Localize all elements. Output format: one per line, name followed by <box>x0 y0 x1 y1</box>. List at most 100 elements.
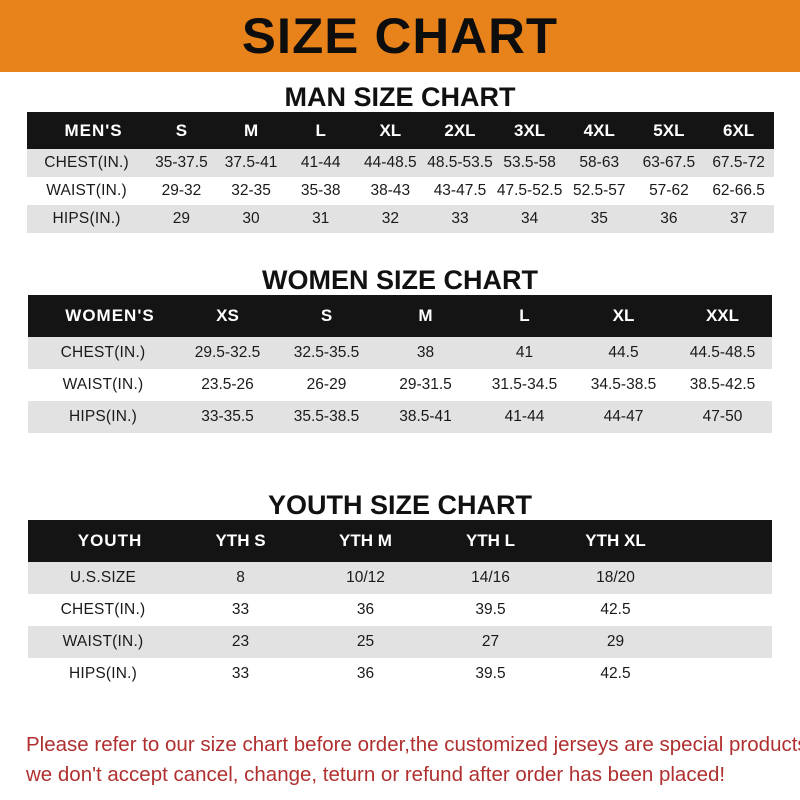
youth-measurement-value: 42.5 <box>600 665 631 682</box>
men-measurement-value: 33 <box>451 210 469 227</box>
men-size-column-header: XL <box>379 120 402 140</box>
youth-row-filler <box>678 562 772 594</box>
men-measurement-value: 53.5-58 <box>503 154 556 171</box>
women-table-header-row: WOMEN'S XS S M L XL XXL <box>28 295 772 337</box>
men-measurement-value: 67.5-72 <box>712 154 765 171</box>
youth-measurement-value: 36 <box>356 601 375 618</box>
women-measurement-label: WAIST(IN.) <box>62 376 144 393</box>
men-measurement-value: 35 <box>590 210 608 227</box>
women-size-column-header: XXL <box>705 306 740 325</box>
youth-measurement-value: 29 <box>606 633 625 650</box>
youth-section-title: YOUTH SIZE CHART <box>267 490 532 520</box>
women-measurement-value: 29.5-32.5 <box>194 344 261 361</box>
women-size-section: WOMEN SIZE CHART WOMEN'S XS S M L XL XXL CHEST(… <box>0 265 800 433</box>
youth-measurement-value: 8 <box>236 569 245 586</box>
men-size-column-header: 5XL <box>653 120 685 140</box>
women-size-table: WOMEN'S XS S M L XL XXL CHEST(IN.) 29.5-32.5 32.5… <box>28 295 772 433</box>
youth-header-filler <box>678 520 772 562</box>
men-measurement-value: 38-43 <box>370 182 411 199</box>
women-section-title: WOMEN SIZE CHART <box>262 265 538 295</box>
women-measurement-value: 33-35.5 <box>201 408 254 425</box>
order-policy-note-line-2: we don't accept cancel, change, teturn o… <box>26 763 726 786</box>
men-measurement-value: 34 <box>520 210 539 227</box>
table-row: WAIST(IN.) 23 25 27 29 <box>28 626 772 658</box>
women-measurement-label: HIPS(IN.) <box>68 408 138 425</box>
women-measurement-value: 44-47 <box>603 408 644 425</box>
youth-measurement-label: HIPS(IN.) <box>68 665 138 682</box>
men-size-column-header: 2XL <box>444 120 476 140</box>
table-row: WAIST(IN.) 23.5-26 26-29 29-31.5 31.5-34.5 34… <box>28 369 772 401</box>
men-measurement-value: 29-32 <box>161 182 202 199</box>
youth-size-column-header: YTH XL <box>585 531 646 550</box>
youth-measurement-value: 25 <box>356 633 375 650</box>
order-policy-note: Please refer to our size chart before or… <box>26 730 800 790</box>
men-measurement-value: 37 <box>729 210 748 227</box>
women-size-column-header: XS <box>216 306 239 325</box>
men-measurement-value: 57-62 <box>649 182 689 199</box>
youth-measurement-value: 27 <box>481 633 500 650</box>
men-table-corner-label: MEN'S <box>64 120 123 140</box>
youth-size-column-header: YTH L <box>465 531 516 550</box>
men-size-column-header: 6XL <box>723 120 755 140</box>
men-measurement-label: WAIST(IN.) <box>46 182 127 199</box>
women-measurement-value: 47-50 <box>702 408 743 425</box>
men-measurement-value: 43-47.5 <box>433 182 487 199</box>
women-measurement-value: 44.5-48.5 <box>689 344 756 361</box>
men-measurement-value: 41-44 <box>300 154 341 171</box>
women-table-corner-label: WOMEN'S <box>65 306 155 325</box>
men-measurement-value: 35-37.5 <box>155 154 208 171</box>
men-size-column-header: 4XL <box>583 120 615 140</box>
men-measurement-value: 62-66.5 <box>712 182 765 199</box>
page-title: SIZE CHART <box>241 8 559 64</box>
women-measurement-value: 38.5-42.5 <box>689 376 756 393</box>
men-measurement-value: 35-38 <box>300 182 341 199</box>
youth-row-filler <box>678 626 772 658</box>
table-row: CHEST(IN.) 33 36 39.5 42.5 <box>28 594 772 626</box>
men-measurement-value: 44-48.5 <box>364 154 417 171</box>
youth-measurement-value: 23 <box>231 633 250 650</box>
women-measurement-value: 38 <box>416 344 435 361</box>
table-row: HIPS(IN.) 33 36 39.5 42.5 <box>28 658 772 690</box>
women-measurement-value: 35.5-38.5 <box>293 408 360 425</box>
women-measurement-label: CHEST(IN.) <box>60 344 146 361</box>
youth-measurement-value: 36 <box>356 665 375 682</box>
youth-size-column-header: YTH M <box>339 531 392 550</box>
youth-measurement-value: 33 <box>231 601 250 618</box>
men-measurement-label: CHEST(IN.) <box>44 154 129 171</box>
women-size-column-header: S <box>320 306 333 325</box>
table-row: HIPS(IN.) 29 30 31 32 33 34 35 36 37 <box>26 205 774 233</box>
women-measurement-value: 31.5-34.5 <box>491 376 558 393</box>
men-table-header-row: MEN'S S M L XL 2XL 3XL 4XL 5XL 6XL <box>26 112 774 149</box>
men-measurement-value: 32-35 <box>231 182 271 199</box>
women-measurement-value: 41 <box>515 344 534 361</box>
women-size-column-header: XL <box>612 306 635 325</box>
youth-table-corner-label: YOUTH <box>77 531 143 550</box>
youth-measurement-label: U.S.SIZE <box>69 569 137 586</box>
women-measurement-value: 41-44 <box>504 408 545 425</box>
men-measurement-value: 30 <box>242 210 260 227</box>
women-measurement-value: 23.5-26 <box>201 376 254 393</box>
table-row: CHEST(IN.) 35-37.5 37.5-41 41-44 44-48.5 48.5… <box>26 149 774 177</box>
women-measurement-value: 38.5-41 <box>399 408 452 425</box>
youth-measurement-value: 18/20 <box>596 569 635 586</box>
men-size-column-header: M <box>243 120 259 140</box>
men-measurement-value: 48.5-53.5 <box>427 154 493 171</box>
men-size-column-header: L <box>315 120 326 140</box>
table-row: U.S.SIZE 8 10/12 14/16 18/20 <box>28 562 772 594</box>
youth-row-filler <box>678 658 772 690</box>
youth-measurement-value: 42.5 <box>600 601 631 618</box>
men-measurement-value: 36 <box>660 210 678 227</box>
page-banner: SIZE CHART <box>0 0 800 72</box>
women-size-column-header: M <box>418 306 433 325</box>
men-size-column-header: S <box>175 120 188 140</box>
men-measurement-value: 63-67.5 <box>642 154 696 171</box>
men-measurement-value: 29 <box>172 210 191 227</box>
women-measurement-value: 32.5-35.5 <box>293 344 360 361</box>
table-row: WAIST(IN.) 29-32 32-35 35-38 38-43 43-47.5 47.… <box>26 177 774 205</box>
youth-table-header-row: YOUTH YTH S YTH M YTH L YTH XL <box>28 520 772 562</box>
youth-row-filler <box>678 594 772 626</box>
men-measurement-value: 52.5-57 <box>572 182 626 199</box>
women-measurement-value: 34.5-38.5 <box>590 376 657 393</box>
youth-measurement-value: 39.5 <box>475 665 506 682</box>
